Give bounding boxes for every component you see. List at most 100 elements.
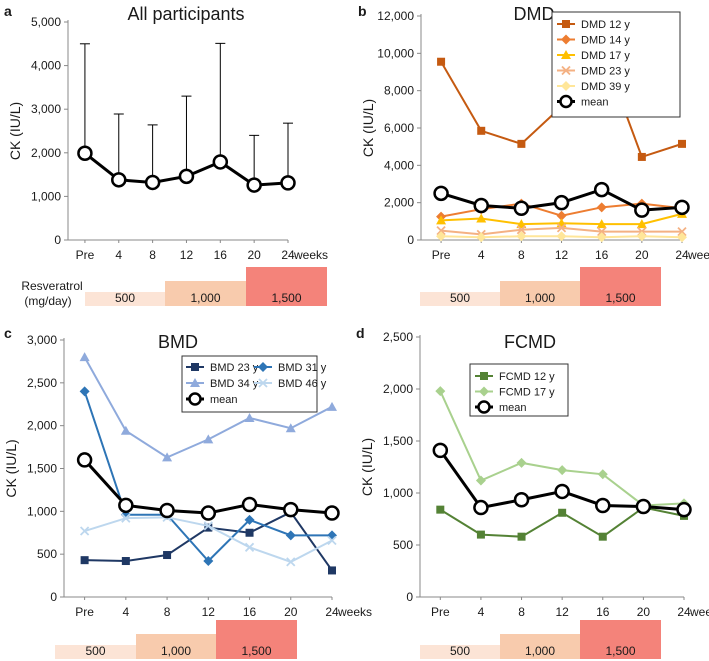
panel-letter: c — [4, 325, 12, 341]
x-tick-label: 24 — [675, 248, 689, 262]
data-point — [432, 442, 449, 459]
dose-segment — [500, 634, 580, 659]
data-point — [677, 226, 687, 237]
data-point — [246, 177, 262, 193]
x-tick-label: 4 — [115, 248, 122, 262]
y-axis-label: CK (IU/L) — [7, 102, 23, 160]
y-tick-label: 500 — [37, 547, 57, 561]
legend-marker — [559, 94, 573, 109]
data-point — [433, 185, 449, 202]
data-point — [637, 152, 646, 161]
legend-marker — [258, 378, 268, 388]
data-point — [556, 210, 567, 221]
x-tick-label: 24 — [325, 605, 339, 619]
panel-c: c BMD 0 500 1,000 1,500 2,000 2,500 3,000 CK (IU/… — [3, 325, 372, 659]
x-tick-label: 16 — [595, 248, 609, 262]
data-point — [473, 197, 489, 214]
legend: FCMD 12 y FCMD 17 y mean — [469, 363, 569, 417]
data-point — [120, 425, 131, 435]
dose-segment — [216, 620, 297, 659]
dose-bar: 500 1,000 1,500 Resveratrol(mg/day) — [21, 267, 327, 308]
legend-marker — [477, 400, 491, 414]
data-point — [676, 501, 692, 518]
dose-bar: 500 1,000 1,500 — [55, 620, 297, 659]
data-point — [203, 556, 214, 567]
x-tick-label: Pre — [431, 605, 450, 619]
dose-label: 500 — [450, 291, 470, 305]
data-point — [79, 352, 90, 362]
x-tick-label: 20 — [247, 248, 261, 262]
y-axis-label: CK (IU/L) — [360, 99, 376, 157]
dose-unit: (mg/day) — [24, 294, 71, 308]
data-point — [244, 542, 255, 552]
y-tick-label: 5,000 — [31, 15, 61, 29]
x-tick-label: 8 — [518, 605, 525, 619]
x-tick-label: 12 — [202, 605, 216, 619]
dose-bar: 500 1,000 1,500 — [420, 620, 661, 659]
x-tick-label: 8 — [164, 605, 171, 619]
data-point — [111, 172, 127, 188]
data-point — [593, 181, 610, 198]
x-axis-label: weeks — [293, 248, 328, 262]
data-point — [473, 499, 489, 516]
dose-segment — [420, 292, 500, 306]
data-point — [163, 551, 172, 560]
panel-letter: d — [356, 325, 365, 341]
legend-label: BMD 46 y — [278, 378, 327, 390]
data-point — [241, 496, 258, 513]
data-point — [513, 492, 530, 508]
y-tick-label: 1,000 — [27, 504, 57, 518]
dose-title: Resveratrol — [21, 279, 82, 293]
legend-marker — [188, 392, 202, 406]
x-axis-label: weeks — [687, 248, 709, 262]
legend-marker — [258, 362, 268, 372]
data-point — [553, 194, 570, 211]
data-point — [283, 501, 299, 518]
data-point — [212, 154, 229, 170]
dose-bar: 500 1,000 1,500 — [420, 267, 661, 306]
y-tick-label: 10,000 — [377, 46, 414, 60]
dose-label: 500 — [115, 291, 135, 305]
data-point — [596, 202, 607, 213]
data-point — [516, 225, 527, 235]
data-point — [328, 566, 336, 575]
series-bmd-46-y — [79, 512, 337, 567]
data-point — [436, 231, 447, 242]
legend-marker — [561, 50, 571, 59]
y-tick-label: 2,500 — [383, 330, 413, 344]
data-point — [517, 139, 526, 148]
y-tick-label: 4,000 — [384, 158, 414, 172]
data-point — [554, 483, 570, 500]
data-point — [635, 498, 652, 515]
dose-segment — [246, 267, 327, 306]
y-tick-label: 0 — [406, 590, 413, 604]
data-point — [475, 475, 486, 486]
data-point — [476, 213, 487, 223]
y-tick-label: 2,000 — [384, 196, 414, 210]
data-point — [79, 526, 90, 536]
legend-label: mean — [499, 402, 527, 414]
data-point — [327, 401, 337, 411]
data-point — [159, 502, 175, 519]
x-tick-label: 16 — [214, 248, 228, 262]
x-tick-label: 8 — [149, 248, 156, 262]
x-tick-label: 12 — [555, 248, 569, 262]
data-point — [162, 452, 173, 462]
data-point — [245, 528, 254, 537]
x-tick-label: 20 — [635, 248, 649, 262]
dose-label: 500 — [85, 644, 105, 658]
legend-label: DMD 12 y — [581, 19, 630, 31]
y-tick-label: 0 — [50, 590, 57, 604]
data-point — [327, 530, 337, 541]
legend-marker — [561, 81, 571, 91]
data-point — [636, 231, 647, 242]
data-point — [324, 505, 340, 521]
data-point — [76, 452, 93, 468]
data-point — [437, 57, 446, 66]
legend: BMD 23 y BMD 31 y BMD 34 y BMD 46 y mean — [181, 355, 327, 413]
chart-title: All participants — [127, 4, 244, 24]
dose-segment — [420, 645, 500, 659]
data-point — [244, 514, 255, 525]
y-tick-label: 4,000 — [31, 59, 61, 73]
data-point — [678, 139, 686, 148]
